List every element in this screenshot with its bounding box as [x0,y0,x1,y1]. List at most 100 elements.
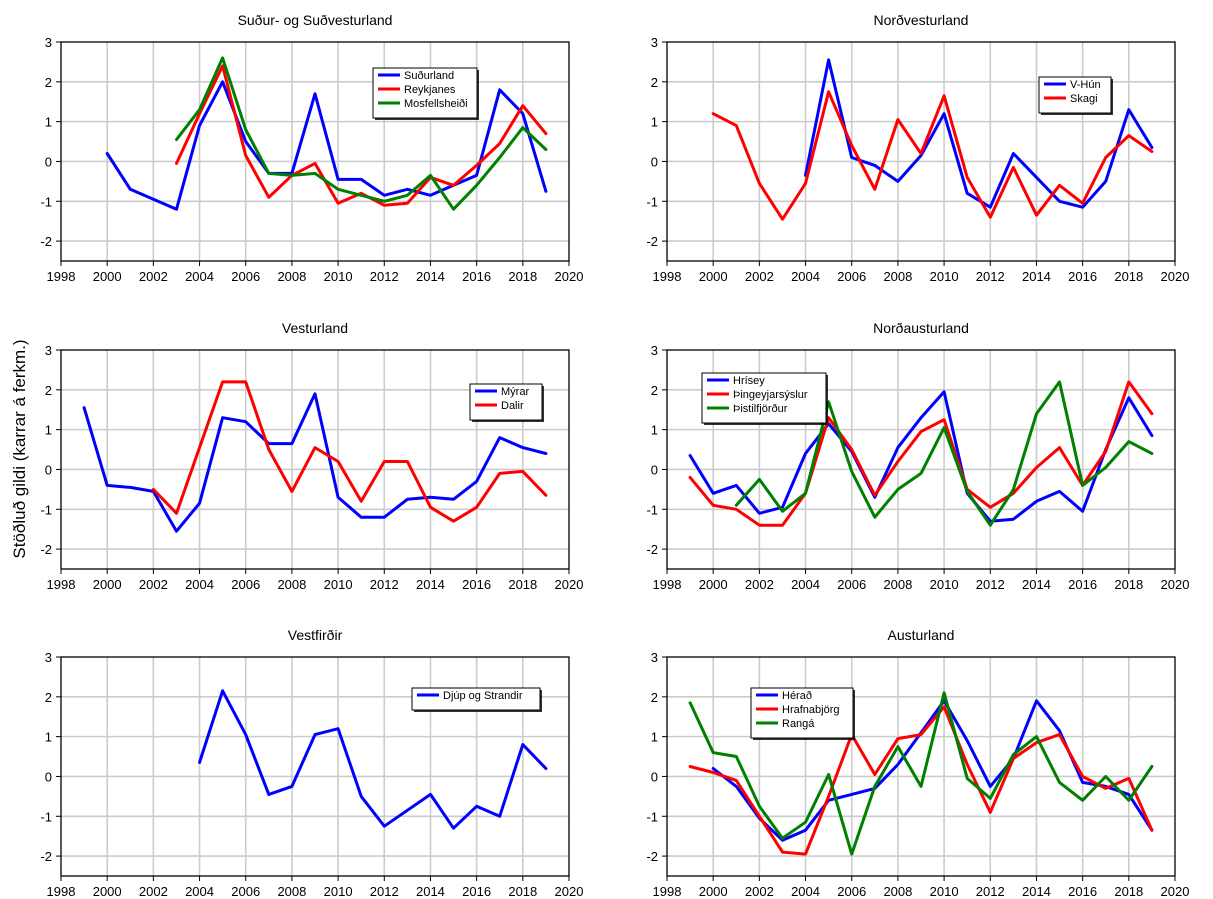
y-tick-label: 2 [651,383,658,398]
x-tick-label: 2006 [837,884,866,899]
plot-frame [666,41,1176,262]
x-tick-label: 2002 [745,884,774,899]
x-tick-label: 2012 [976,269,1005,284]
x-tick-label: 2020 [555,577,584,592]
x-tick-label: 2010 [930,577,959,592]
chart-title: Suður- og Suðvesturland [238,12,393,28]
series-line [711,699,1154,842]
y-tick-label: 0 [45,462,52,477]
x-tick-label: 2018 [1114,577,1143,592]
y-tick-label: 0 [45,769,52,784]
series-line [688,390,1154,523]
x-tick-label: 2016 [1068,577,1097,592]
x-tick-label: 2014 [1022,269,1051,284]
x-tick-label: 2000 [699,577,728,592]
series-line [82,392,548,533]
y-tick-label: 0 [651,462,658,477]
y-tick-label: 3 [45,650,52,665]
y-tick-label: 2 [45,75,52,90]
x-tick-label: 2000 [699,884,728,899]
y-tick-label: 3 [651,343,658,358]
legend-entry: Reykjanes [404,84,456,96]
y-tick-label: -2 [646,234,658,249]
y-tick-label: -1 [40,502,52,517]
x-tick-label: 2004 [791,577,820,592]
x-tick-label: 2012 [976,884,1005,899]
y-tick-label: 2 [651,75,658,90]
legend-box [411,687,541,711]
series-line [711,90,1154,221]
y-tick-label: 2 [651,690,658,705]
series-line [198,689,548,830]
y-tick-label: 1 [651,423,658,438]
x-tick-label: 2006 [837,269,866,284]
x-tick-label: 1998 [47,269,76,284]
x-tick-label: 2004 [185,577,214,592]
y-tick-label: -1 [646,502,658,517]
x-tick-label: 2018 [508,884,537,899]
x-tick-label: 2012 [370,577,399,592]
x-tick-label: 2016 [1068,269,1097,284]
x-tick-label: 2006 [837,577,866,592]
x-tick-label: 2004 [185,884,214,899]
legend-entry: Hrafnabjörg [782,704,839,716]
x-tick-label: 2014 [416,884,445,899]
y-tick-label: 1 [651,730,658,745]
y-tick-label: 0 [45,154,52,169]
x-tick-label: 2008 [277,884,306,899]
x-tick-label: 2000 [699,269,728,284]
chart-title: Norðvesturland [874,12,969,28]
legend-entry: Djúp og Strandir [443,690,523,702]
x-tick-label: 2006 [231,884,260,899]
series-line [151,380,548,523]
plot-frame [60,656,570,877]
x-tick-label: 2020 [555,884,584,899]
legend-entry: Suðurland [404,70,454,82]
x-tick-label: 2002 [745,577,774,592]
series-line [105,80,548,211]
x-tick-label: 2008 [883,577,912,592]
x-tick-label: 2018 [508,269,537,284]
y-tick-label: -2 [646,542,658,557]
x-tick-label: 2016 [462,577,491,592]
y-tick-label: -1 [646,809,658,824]
x-tick-label: 2020 [1161,269,1190,284]
x-tick-label: 2016 [462,884,491,899]
y-tick-label: -2 [40,234,52,249]
y-tick-label: -2 [646,849,658,864]
x-tick-label: 2008 [883,269,912,284]
x-tick-label: 2018 [508,577,537,592]
x-tick-label: 2000 [93,884,122,899]
series-line [734,380,1154,527]
legend-entry: Hrísey [733,375,765,387]
x-tick-label: 2008 [883,884,912,899]
x-tick-label: 2000 [93,269,122,284]
x-tick-label: 2006 [231,269,260,284]
x-tick-label: 2010 [930,884,959,899]
x-tick-label: 2004 [185,269,214,284]
x-tick-label: 2012 [976,577,1005,592]
x-tick-label: 2016 [1068,884,1097,899]
legend-entry: Þingeyjarsýslur [733,389,808,401]
x-tick-label: 2020 [1161,577,1190,592]
x-tick-label: 1998 [653,884,682,899]
plot-frame [60,349,570,570]
x-tick-label: 2010 [324,577,353,592]
x-tick-label: 2018 [1114,884,1143,899]
x-tick-label: 2020 [555,269,584,284]
y-axis-label: Stöðluð gildi (karrar á ferkm.) [10,339,29,558]
x-tick-label: 2014 [1022,884,1051,899]
y-tick-label: -2 [40,849,52,864]
x-tick-label: 2014 [1022,577,1051,592]
chart-panel: Suður- og Suðvesturland 1998 2000 2002 2004 2… [40,12,583,284]
y-tick-label: -1 [40,809,52,824]
x-tick-label: 2016 [462,269,491,284]
x-tick-label: 2010 [324,269,353,284]
series-line [688,691,1154,856]
x-tick-label: 2004 [791,884,820,899]
